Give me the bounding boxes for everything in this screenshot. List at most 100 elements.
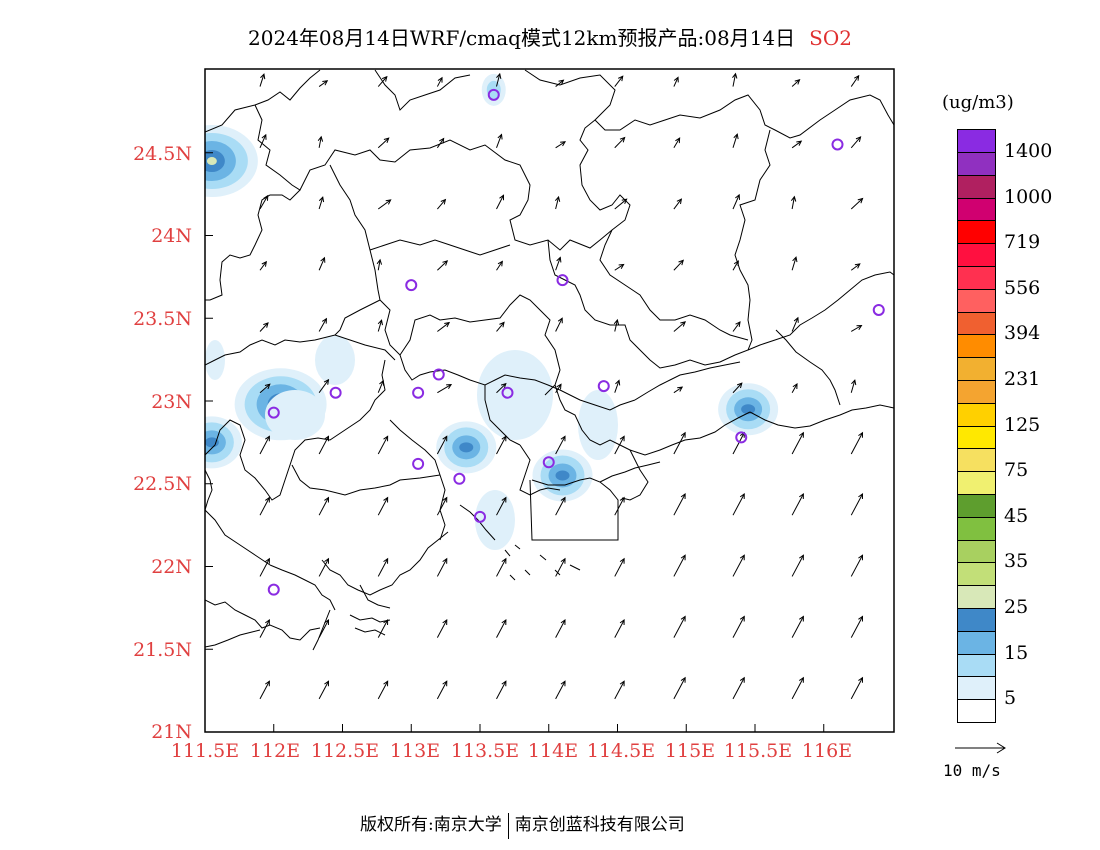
- station-marker[interactable]: [405, 279, 418, 292]
- colorbar-swatch: [957, 129, 996, 153]
- colorbar-label: 45: [1004, 504, 1029, 527]
- lat-label: 23N: [151, 391, 192, 413]
- colorbar-swatch: [957, 699, 996, 723]
- wind-arrow: [850, 615, 864, 638]
- lat-label: 23.5N: [133, 308, 192, 330]
- station-marker[interactable]: [474, 510, 486, 523]
- lat-label: 24.5N: [133, 143, 192, 165]
- wind-arrow: [555, 557, 566, 577]
- colorbar-swatch: [957, 334, 996, 359]
- colorbar-label: 75: [1004, 459, 1029, 482]
- wind-arrow: [614, 136, 626, 149]
- colorbar-unit: (ug/m3): [942, 92, 1014, 113]
- so2-contour: [265, 390, 325, 440]
- wind-arrow: [791, 256, 798, 271]
- monitoring-stations: [267, 88, 885, 596]
- wind-arrow: [318, 80, 329, 87]
- station-marker[interactable]: [267, 406, 280, 419]
- wind-arrow: [318, 557, 330, 577]
- wind-arrow: [554, 195, 561, 210]
- wind-arrow: [673, 493, 686, 516]
- station-marker[interactable]: [487, 88, 500, 101]
- colorbar-swatch: [957, 676, 996, 701]
- wind-arrow: [732, 431, 745, 455]
- wind-arrow: [673, 431, 686, 455]
- station-marker[interactable]: [432, 368, 445, 381]
- so2-contour: [741, 404, 756, 415]
- wind-arrow: [791, 493, 804, 516]
- species-label: SO2: [809, 26, 852, 50]
- wind-arrow: [673, 554, 686, 577]
- station-marker[interactable]: [329, 386, 342, 399]
- lat-label: 22.5N: [133, 473, 192, 495]
- colorbar-swatch: [957, 220, 996, 245]
- wind-arrow: [318, 619, 330, 638]
- wind-arrow: [673, 676, 686, 700]
- wind-arrow: [259, 133, 267, 148]
- wind-arrow: [732, 133, 739, 148]
- colorbar-swatch: [957, 585, 996, 609]
- wind-arrow: [259, 619, 270, 638]
- station-marker[interactable]: [412, 457, 425, 470]
- wind-arrow: [673, 76, 679, 87]
- wind-arrow: [377, 435, 389, 455]
- wind-arrow: [555, 619, 566, 638]
- wind-arrow: [377, 319, 383, 332]
- wind-arrow: [496, 680, 507, 700]
- wind-arrow: [614, 619, 625, 638]
- colorbar-swatch: [957, 425, 996, 450]
- so2-contour: [475, 490, 515, 550]
- lon-label: 114E: [527, 740, 579, 762]
- lon-label: 115.5E: [723, 740, 793, 762]
- station-marker[interactable]: [597, 380, 610, 393]
- lat-label: 21N: [151, 721, 192, 743]
- station-marker[interactable]: [542, 456, 555, 469]
- station-marker[interactable]: [831, 138, 844, 151]
- wind-arrow: [377, 199, 392, 210]
- station-marker[interactable]: [872, 303, 885, 316]
- wind-arrow: [437, 260, 449, 271]
- wind-arrow: [555, 317, 563, 332]
- wind-arrow: [436, 557, 448, 577]
- station-marker[interactable]: [556, 274, 569, 287]
- so2-contour: [578, 390, 618, 460]
- colorbar-swatch: [957, 448, 996, 473]
- wind-arrow: [496, 496, 507, 516]
- wind-arrow: [732, 615, 745, 638]
- wind-arrow: [732, 321, 741, 332]
- wind-arrow: [732, 554, 745, 577]
- wind-arrow: [673, 259, 684, 271]
- colorbar-swatch: [957, 471, 996, 495]
- wind-arrow: [496, 382, 507, 394]
- wind-arrow: [436, 137, 445, 149]
- station-marker[interactable]: [412, 386, 425, 399]
- so2-contour: [206, 157, 217, 166]
- wind-arrow: [318, 256, 326, 271]
- colorbar-swatch: [957, 402, 996, 427]
- wind-arrow: [318, 680, 330, 700]
- station-marker[interactable]: [453, 472, 466, 485]
- station-marker[interactable]: [735, 431, 748, 444]
- wind-arrow: [732, 193, 741, 210]
- wind-arrow: [614, 496, 625, 516]
- colorbar-swatch: [957, 197, 996, 222]
- wind-arrow: [732, 676, 745, 700]
- lon-label: 114.5E: [586, 740, 656, 762]
- colorbar-swatch: [957, 174, 996, 199]
- colorbar-swatch: [957, 608, 996, 632]
- wind-vectors: [259, 72, 864, 700]
- wind-arrow: [791, 79, 801, 87]
- wind-arrow: [436, 435, 448, 455]
- title-text: 2024年08月14日WRF/cmaq模式12km预报产品:08月14日: [248, 26, 796, 50]
- station-marker[interactable]: [267, 583, 280, 596]
- station-marker[interactable]: [501, 386, 514, 399]
- wind-arrow: [732, 382, 743, 394]
- wind-arrow: [673, 198, 683, 210]
- colorbar-swatch: [957, 562, 996, 587]
- wind-arrow: [555, 496, 566, 516]
- wind-arrow: [791, 140, 803, 149]
- wind-arrow: [436, 76, 443, 87]
- colorbar-label: 556: [1004, 276, 1041, 299]
- wind-arrow: [791, 615, 804, 638]
